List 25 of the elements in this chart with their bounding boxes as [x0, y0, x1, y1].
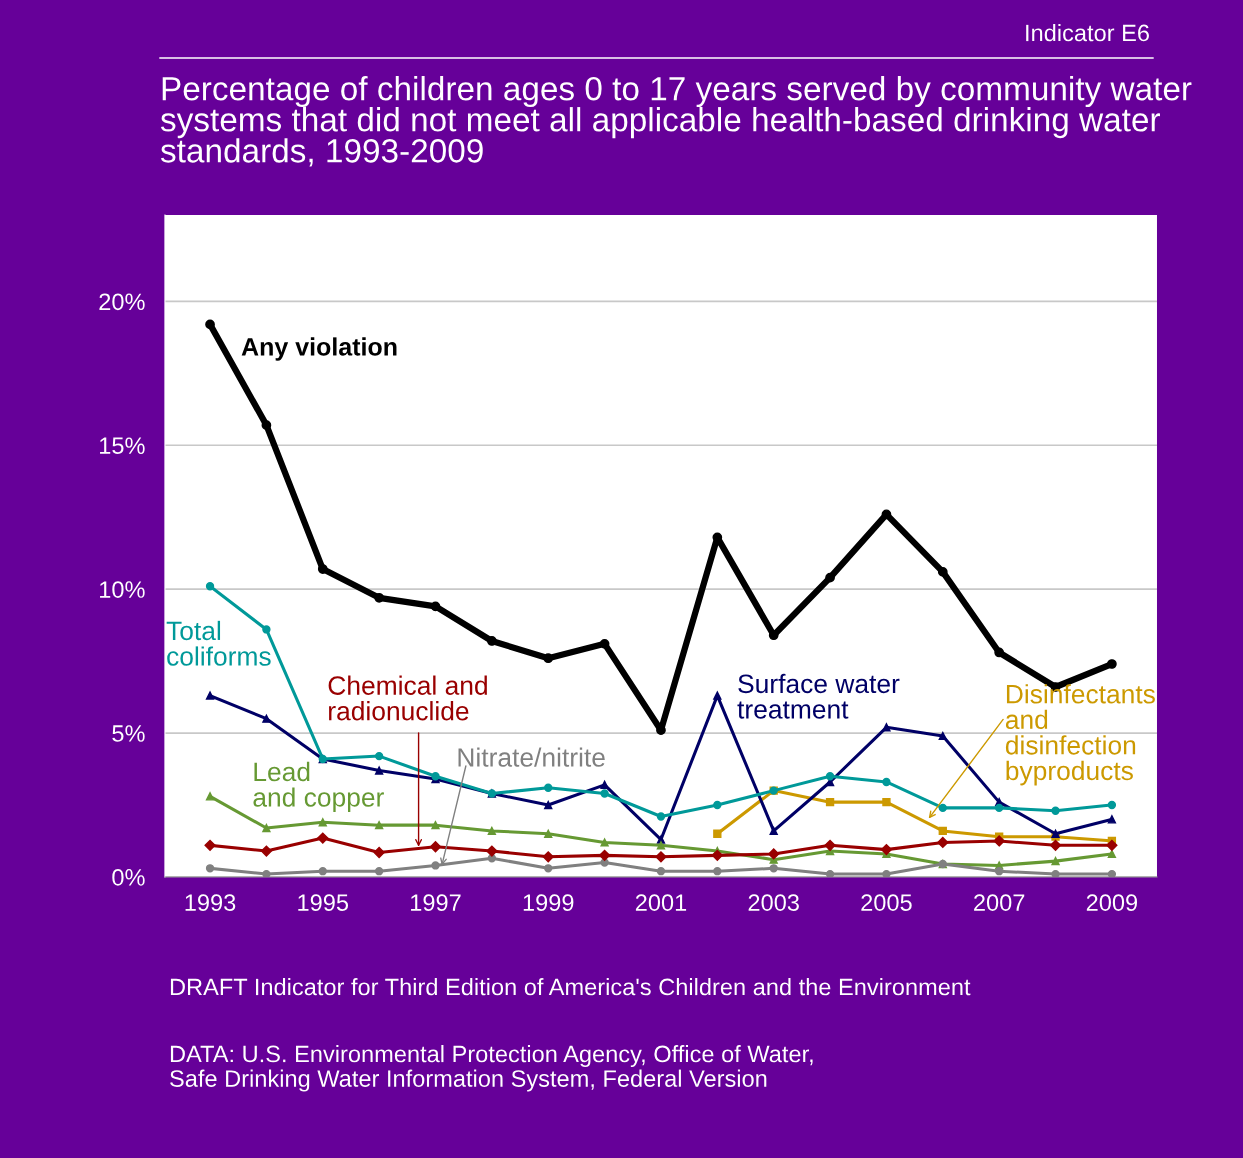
x-tick-label: 2005 — [861, 894, 912, 911]
y-tick-label: 5% — [112, 725, 145, 742]
x-tick-label: 2007 — [974, 894, 1025, 911]
text: Nitrate/nitrite — [458, 747, 605, 767]
series-label: Disinfectants and disinfection byproducts — [1005, 684, 1155, 786]
y-tick-label: 10% — [100, 581, 145, 598]
x-tick-label: 2003 — [748, 894, 799, 911]
x-tick-label: 1993 — [185, 894, 236, 911]
chart-title: Percentage of children ages 0 to 17 years served by community water systems that did not meet all applicable health-based drinking water standards, 1993-2009 — [160, 76, 1192, 167]
series-label: Any violation — [241, 337, 397, 361]
y-tick-label: 15% — [100, 437, 145, 455]
x-tick-label: 1997 — [411, 894, 461, 911]
y-tick-label: 0% — [112, 869, 145, 886]
y-tick-label: 20% — [99, 293, 145, 311]
chart-subtitle: Indicator E6 — [1026, 24, 1149, 42]
text: DATA: U.S. Environmental Protection Agency, Office of Water, Safe Drinking Water Information System, Federal Version — [170, 1045, 813, 1092]
x-tick-label: 1999 — [523, 894, 574, 911]
text: Chemical and radionuclide — [328, 675, 487, 721]
x-tick-label: 2009 — [1086, 894, 1138, 911]
x-tick-label: 2001 — [635, 894, 687, 911]
series-label: Lead and copper — [253, 761, 384, 812]
x-tick-label: 1995 — [298, 894, 349, 911]
series-label: Total coliforms — [166, 620, 271, 666]
text: DRAFT Indicator for Third Edition of America's Children and the Environment — [170, 977, 971, 996]
series-label: Surface water treatment — [737, 673, 900, 719]
